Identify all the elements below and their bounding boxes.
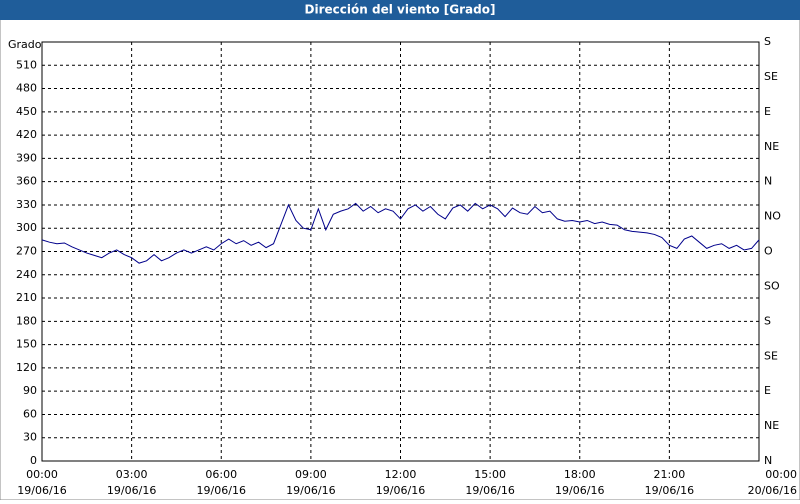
y2-tick-label: E [764, 105, 771, 118]
x-tick-label: 00:00 [26, 468, 58, 481]
y-tick-label: 360 [16, 175, 37, 188]
y-tick-label: 150 [16, 338, 37, 351]
x-tick-label: 00:00 [765, 468, 797, 481]
x-tick-date: 19/06/16 [465, 484, 514, 497]
y-tick-label: 300 [16, 221, 37, 234]
y-tick-label: 90 [23, 384, 37, 397]
y-tick-label: 210 [16, 291, 37, 304]
y2-tick-label: NO [764, 210, 781, 223]
x-tick-date: 19/06/16 [286, 484, 335, 497]
y2-tick-label: E [764, 384, 771, 397]
x-tick-label: 12:00 [385, 468, 417, 481]
y-axis-label: Grado [8, 38, 42, 51]
y2-tick-label: NE [764, 140, 779, 153]
y-tick-label: 330 [16, 198, 37, 211]
chart-title: Dirección del viento [Grado] [305, 3, 496, 17]
title-bar [0, 0, 800, 20]
y2-tick-label: N [764, 175, 772, 188]
x-tick-label: 15:00 [474, 468, 506, 481]
y-tick-label: 390 [16, 151, 37, 164]
y-tick-label: 0 [30, 454, 37, 467]
x-tick-date: 19/06/16 [107, 484, 156, 497]
x-tick-label: 09:00 [295, 468, 327, 481]
x-tick-label: 21:00 [654, 468, 686, 481]
x-tick-date: 20/06/16 [748, 484, 797, 497]
x-tick-date: 19/06/16 [555, 484, 604, 497]
y2-tick-label: SE [764, 70, 778, 83]
y-tick-label: 120 [16, 361, 37, 374]
y-tick-label: 240 [16, 268, 37, 281]
y2-tick-label: NE [764, 419, 779, 432]
x-tick-date: 19/06/16 [17, 484, 66, 497]
x-tick-label: 03:00 [116, 468, 148, 481]
y-tick-label: 480 [16, 82, 37, 95]
x-tick-date: 19/06/16 [645, 484, 694, 497]
y-tick-label: 60 [23, 407, 37, 420]
y-tick-label: 420 [16, 128, 37, 141]
y2-tick-label: N [764, 454, 772, 467]
y-tick-label: 510 [16, 58, 37, 71]
x-tick-label: 18:00 [564, 468, 596, 481]
data-line [41, 202, 760, 264]
y-tick-label: 30 [23, 431, 37, 444]
y2-tick-label: SO [764, 279, 780, 292]
x-tick-date: 19/06/16 [197, 484, 246, 497]
y-tick-label: 270 [16, 245, 37, 258]
y-tick-label: 450 [16, 105, 37, 118]
y2-tick-label: SE [764, 349, 778, 362]
x-tick-label: 06:00 [205, 468, 237, 481]
y-tick-label: 180 [16, 314, 37, 327]
y2-tick-label: S [764, 314, 771, 327]
y2-tick-label: O [764, 245, 773, 258]
x-tick-date: 19/06/16 [376, 484, 425, 497]
y2-tick-label: S [764, 35, 771, 48]
